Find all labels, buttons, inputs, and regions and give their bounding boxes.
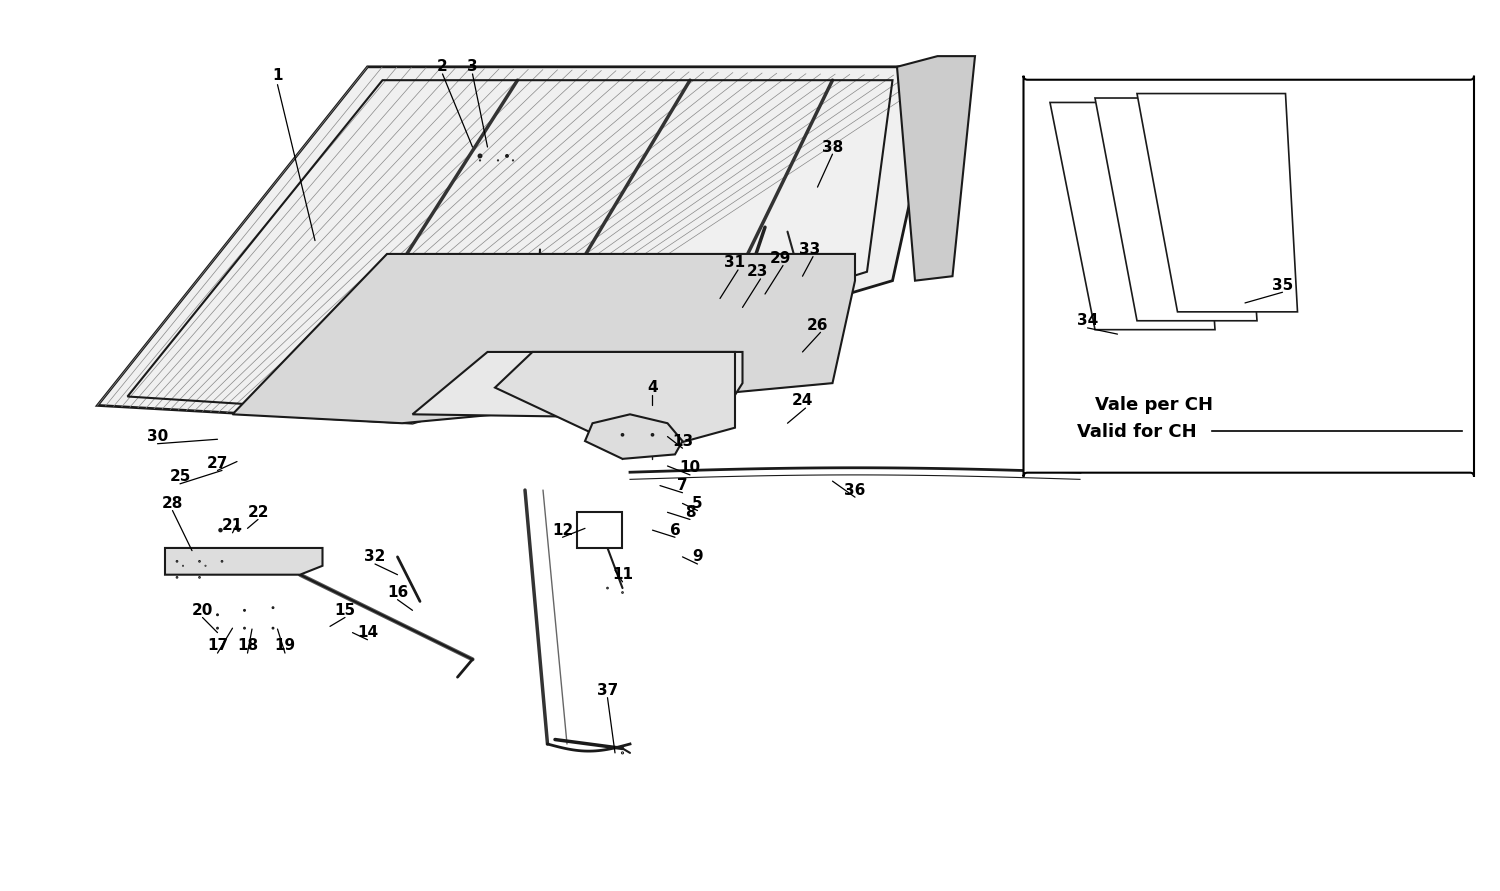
Text: 27: 27: [207, 456, 228, 470]
Text: 38: 38: [822, 140, 843, 154]
Text: Vale per CH: Vale per CH: [1095, 396, 1214, 414]
Text: 34: 34: [1077, 314, 1098, 328]
Text: 6: 6: [669, 523, 681, 537]
Text: 28: 28: [162, 496, 183, 511]
Text: 3: 3: [466, 60, 478, 74]
Text: 7: 7: [676, 478, 688, 493]
Polygon shape: [585, 414, 682, 459]
Polygon shape: [165, 548, 322, 575]
Polygon shape: [1095, 98, 1257, 321]
Text: 12: 12: [552, 523, 573, 537]
Text: 16: 16: [387, 585, 408, 600]
Text: 5: 5: [692, 496, 703, 511]
Polygon shape: [1050, 102, 1215, 330]
Polygon shape: [1137, 94, 1298, 312]
Text: 13: 13: [672, 434, 693, 448]
Text: Valid for CH: Valid for CH: [1077, 423, 1197, 441]
Text: 36: 36: [844, 483, 865, 497]
Text: 33: 33: [800, 242, 820, 257]
Text: 20: 20: [192, 603, 213, 617]
Text: 10: 10: [680, 461, 700, 475]
Text: 22: 22: [248, 505, 268, 519]
Text: 1: 1: [273, 69, 284, 83]
Text: 18: 18: [237, 639, 258, 653]
Text: 9: 9: [692, 550, 703, 564]
Polygon shape: [495, 352, 735, 454]
Text: 26: 26: [807, 318, 828, 332]
Text: 4: 4: [646, 380, 658, 395]
Text: 23: 23: [747, 265, 768, 279]
Polygon shape: [897, 56, 975, 281]
Polygon shape: [413, 352, 742, 419]
Text: 17: 17: [207, 639, 228, 653]
Text: 8: 8: [684, 505, 696, 519]
Text: 37: 37: [597, 683, 618, 698]
Text: 35: 35: [1272, 278, 1293, 292]
Polygon shape: [232, 254, 855, 423]
Text: 2: 2: [436, 60, 448, 74]
Text: 29: 29: [770, 251, 790, 266]
Text: 19: 19: [274, 639, 296, 653]
Text: 31: 31: [724, 256, 746, 270]
Text: 15: 15: [334, 603, 356, 617]
Text: 32: 32: [364, 550, 386, 564]
FancyBboxPatch shape: [1023, 76, 1474, 477]
Text: 11: 11: [612, 568, 633, 582]
Text: 14: 14: [357, 625, 378, 640]
Text: 25: 25: [170, 470, 190, 484]
Polygon shape: [98, 67, 938, 423]
Text: 24: 24: [792, 394, 813, 408]
Text: 30: 30: [147, 429, 168, 444]
Text: 21: 21: [222, 519, 243, 533]
